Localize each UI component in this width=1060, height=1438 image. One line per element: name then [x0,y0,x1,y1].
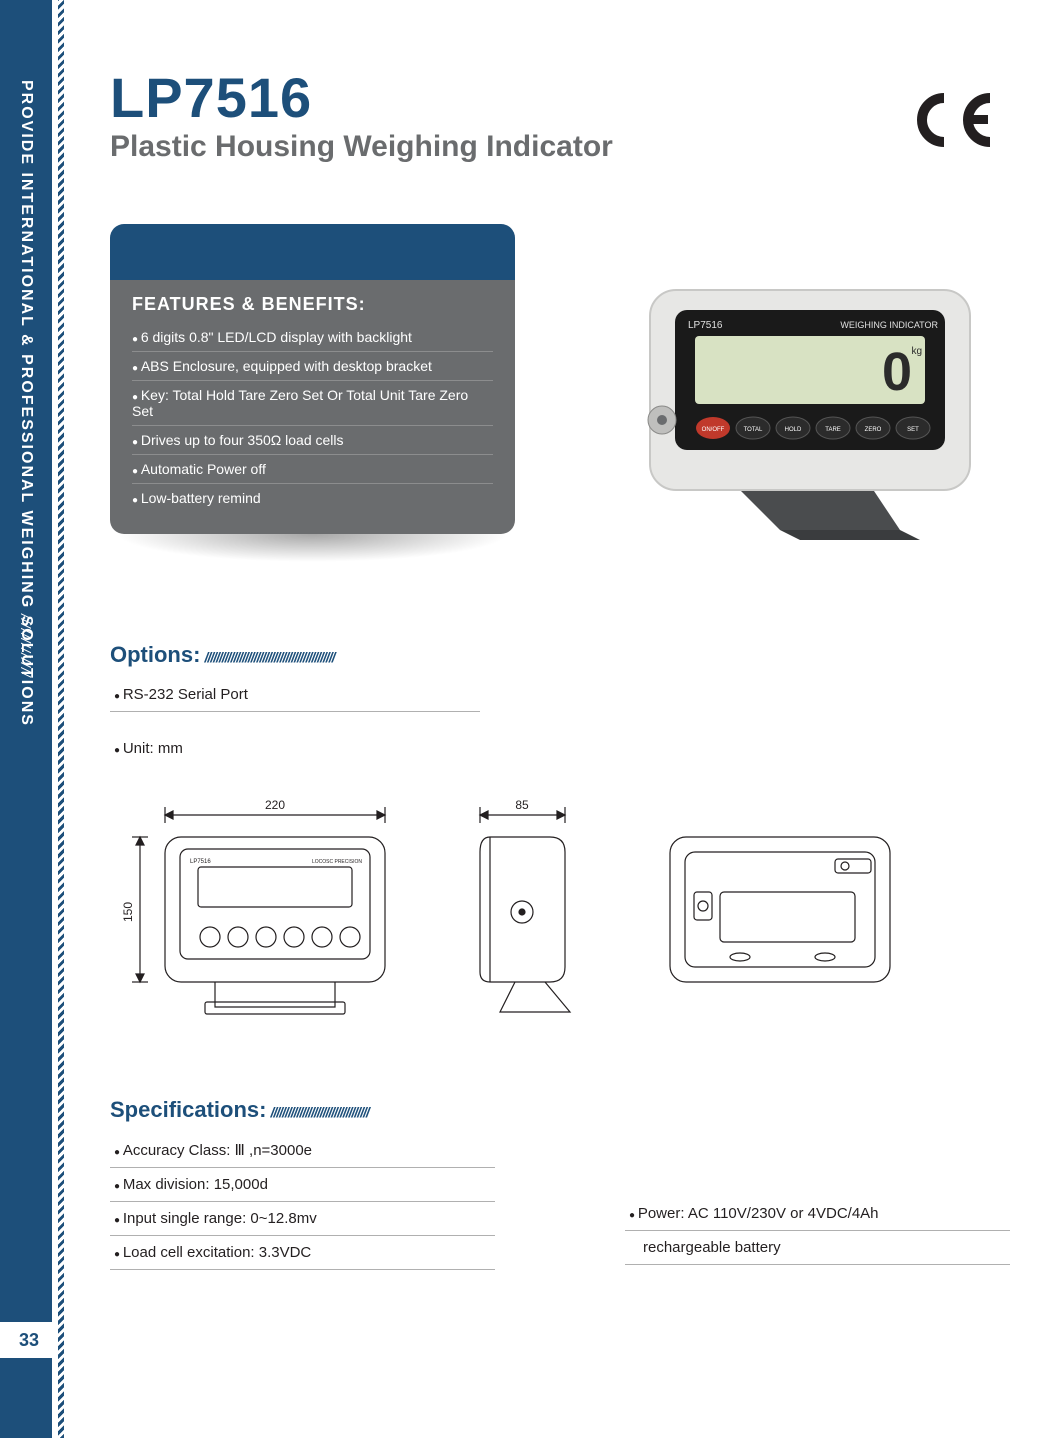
panel-label: LOCOSC PRECISION [312,859,362,865]
features-title: FEATURES & BENEFITS: [132,294,493,315]
dim-height: 150 [121,902,135,922]
svg-text:ZERO: ZERO [865,427,882,433]
specs-columns: Accuracy Class: Ⅲ ,n=3000e Max division:… [110,1133,1010,1270]
drawing-front: 220 150 LP7516 LOCOSC PRECISION [110,797,400,1027]
spec-item: Input single range: 0~12.8mv [110,1202,495,1236]
feature-item: ABS Enclosure, equipped with desktop bra… [132,352,493,381]
feature-item: Low-battery remind [132,484,493,512]
features-card: FEATURES & BENEFITS: 6 digits 0.8" LED/L… [110,224,515,562]
device-label: WEIGHING INDICATOR [840,320,938,330]
technical-drawings: 220 150 LP7516 LOCOSC PRECISION [110,797,1010,1027]
dim-width: 220 [265,798,285,812]
spec-item: Accuracy Class: Ⅲ ,n=3000e [110,1133,495,1168]
product-subtitle: Plastic Housing Weighing Indicator [110,130,613,164]
drawing-side: 85 [450,797,600,1027]
spec-item-cont: rechargeable battery [625,1231,1010,1265]
specs-right: Power: AC 110V/230V or 4VDC/4Ah recharge… [625,1197,1010,1265]
features-tab [110,224,515,280]
device-label: LP7516 [688,320,723,331]
svg-text:SET: SET [907,427,919,433]
options-list: RS-232 Serial Port [110,678,480,712]
specs-title: Specifications: [110,1097,266,1122]
page-number: 33 [0,1322,58,1358]
specs-heading: Specifications://///////////////////////… [110,1097,1010,1123]
svg-text:TARE: TARE [825,427,841,433]
spec-item: Max division: 15,000d [110,1168,495,1202]
options-heading: Options:////////////////////////////////… [110,642,1010,668]
svg-text:TOTAL: TOTAL [744,427,763,433]
ce-mark-icon [910,90,1000,160]
lcd-unit: kg [911,346,922,357]
section-slashes: ////////////////////////////////// [270,1104,368,1120]
section-slashes: ////////////////////////////////////////… [204,649,334,665]
side-slashes: ///////////// [18,614,34,678]
spec-item: Load cell excitation: 3.3VDC [110,1236,495,1270]
drawing-back [650,797,910,1027]
spec-item: Power: AC 110V/230V or 4VDC/4Ah [625,1197,1010,1231]
svg-text:HOLD: HOLD [785,427,802,433]
feature-item: 6 digits 0.8" LED/LCD display with backl… [132,323,493,352]
feature-item: Drives up to four 350Ω load cells [132,426,493,455]
options-title: Options: [110,642,200,667]
page-content: LP7516 Plastic Housing Weighing Indicato… [80,0,1040,1438]
dim-depth: 85 [515,798,529,812]
svg-text:ON/OFF: ON/OFF [702,427,725,433]
features-body: FEATURES & BENEFITS: 6 digits 0.8" LED/L… [110,280,515,534]
title-block: LP7516 Plastic Housing Weighing Indicato… [110,70,613,164]
features-list: 6 digits 0.8" LED/LCD display with backl… [132,323,493,512]
lcd-value: 0 [882,342,912,402]
unit-note: Unit: mm [110,740,1010,757]
header-row: LP7516 Plastic Housing Weighing Indicato… [110,70,1010,164]
product-model: LP7516 [110,70,613,126]
side-rail: PROVIDE INTERNATIONAL & PROFESSIONAL WEI… [0,0,58,1438]
specs-left: Accuracy Class: Ⅲ ,n=3000e Max division:… [110,1133,495,1270]
feature-item: Key: Total Hold Tare Zero Set Or Total U… [132,381,493,426]
product-photo: LP7516 WEIGHING INDICATOR 0 kg ON/OFF TO… [600,260,1000,550]
feature-item: Automatic Power off [132,455,493,484]
panel-label: LP7516 [190,859,211,865]
features-shadow [116,534,509,562]
option-item: RS-232 Serial Port [110,678,480,712]
